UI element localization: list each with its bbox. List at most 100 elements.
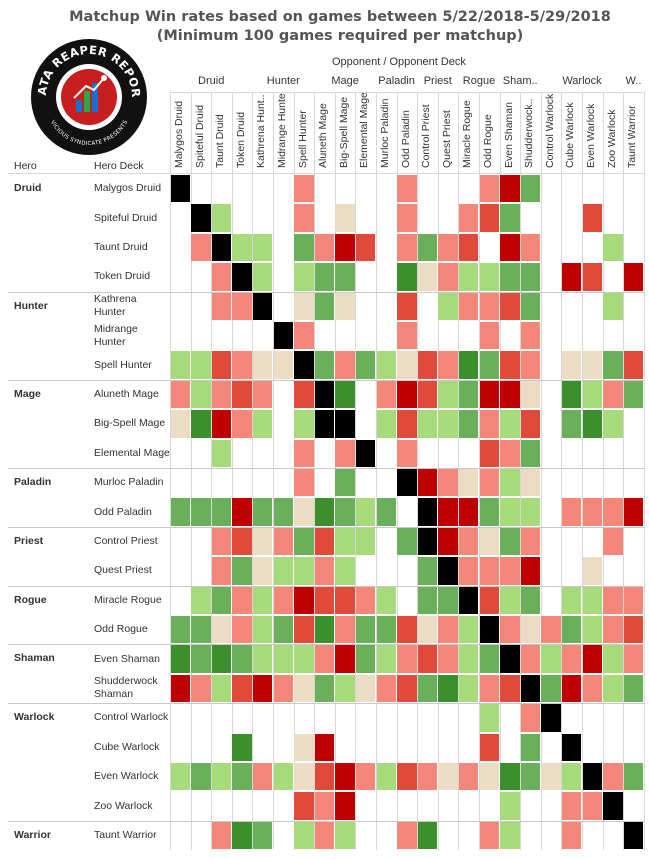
heatmap-cell (417, 586, 438, 614)
heatmap-cell (314, 821, 335, 850)
opponent-deck-header: Elemental Mage (358, 93, 371, 168)
heatmap-cell (294, 557, 314, 585)
opponent-deck-header: Even Shaman (502, 102, 515, 168)
heatmap-cell (335, 469, 355, 497)
heatmap-cell (232, 586, 252, 614)
heatmap-cell (458, 204, 479, 232)
heatmap-cell (314, 645, 335, 673)
heatmap-cell (417, 469, 438, 497)
heatmap-cell (582, 645, 603, 673)
column-gridline (355, 92, 357, 851)
heatmap-cell (252, 674, 273, 703)
hero-deck-label: Control Priest (94, 534, 158, 547)
heatmap-cell (520, 175, 541, 203)
hero-class-label: Hunter (14, 299, 48, 312)
heatmap-cell (294, 292, 314, 320)
heatmap-cell (520, 586, 541, 614)
heatmap-cell (623, 674, 644, 703)
heatmap-cell (623, 380, 644, 409)
heatmap-cell (294, 586, 314, 614)
heatmap-cell (438, 674, 458, 703)
opponent-deck-header: Odd Rogue (482, 114, 494, 168)
hero-group-separator (8, 585, 644, 587)
hero-deck-label: Quest Priest (94, 564, 152, 577)
heatmap-cell (376, 410, 397, 438)
heatmap-cell (232, 645, 252, 673)
heatmap-cell (500, 263, 520, 291)
heatmap-cell (500, 586, 520, 614)
opponent-axis-title: Opponent / Opponent Deck (332, 56, 466, 68)
heatmap-cell (479, 763, 500, 791)
heatmap-cell (314, 733, 335, 761)
hero-deck-column-label: Hero Deck (94, 160, 144, 172)
hero-class-label: Druid (14, 182, 42, 194)
heatmap-cell (355, 616, 376, 644)
heatmap-cell (211, 616, 232, 644)
opponent-class-header: Warlock (562, 75, 602, 87)
heatmap-cell (417, 351, 438, 379)
heatmap-cell (603, 586, 623, 614)
heatmap-cell (603, 763, 623, 791)
heatmap-cell (417, 410, 438, 438)
heatmap-cell (438, 469, 458, 497)
heatmap-cell (211, 557, 232, 585)
heatmap-cell (438, 233, 458, 262)
opponent-deck-header: Control Warlock (543, 93, 556, 168)
hero-group-separator (8, 379, 644, 381)
heatmap-cell (314, 263, 335, 291)
heatmap-cell (232, 351, 252, 379)
heatmap-cell (314, 498, 335, 526)
hero-class-label: Warrior (14, 828, 51, 841)
heatmap-cell (500, 498, 520, 526)
heatmap-cell (211, 763, 232, 791)
heatmap-cell (479, 204, 500, 232)
heatmap-cell (500, 616, 520, 644)
heatmap-cell (211, 439, 232, 467)
heatmap-cell (458, 410, 479, 438)
heatmap-cell (479, 351, 500, 379)
heatmap-cell (335, 439, 355, 467)
heatmap-cell (397, 469, 417, 497)
heatmap-cell (397, 410, 417, 438)
heatmap-cell (458, 763, 479, 791)
heatmap-cell (232, 527, 252, 556)
heatmap-cell (397, 322, 417, 350)
hero-deck-label: Elemental Mage (94, 446, 170, 459)
hero-group-separator (8, 291, 644, 293)
heatmap-cell (458, 263, 479, 291)
heatmap-cell (561, 616, 582, 644)
heatmap-cell (417, 616, 438, 644)
column-gridline (602, 92, 604, 851)
hero-class-label: Mage (14, 387, 41, 400)
heatmap-cell (417, 527, 438, 556)
heatmap-cell (252, 263, 273, 291)
column-gridline (190, 92, 192, 851)
hero-group-separator (8, 526, 644, 528)
heatmap-cell (294, 821, 314, 850)
heatmap-cell (376, 380, 397, 409)
heatmap-cell (314, 292, 335, 320)
hero-deck-label: Midrange Hunter (94, 322, 138, 348)
column-gridline (561, 92, 563, 851)
hero-column-label: Hero (14, 160, 37, 172)
hero-deck-label: Kathrena Hunter (94, 293, 137, 319)
heatmap-cell (191, 586, 211, 614)
heatmap-cell (603, 498, 623, 526)
heatmap-cell (582, 792, 603, 820)
heatmap-cell (397, 175, 417, 203)
heatmap-cell (335, 351, 355, 379)
heatmap-cell (273, 763, 294, 791)
heatmap-cell (623, 645, 644, 673)
hero-deck-label: Malygos Druid (94, 182, 162, 195)
hero-deck-label: Odd Paladin (94, 505, 152, 518)
heatmap-cell (582, 351, 603, 379)
data-reaper-logo: DATA REAPER REPORT VICIOUS SYNDICATE PRE… (23, 25, 150, 158)
column-gridline (623, 92, 625, 851)
hero-deck-label: Taunt Warrior (94, 828, 157, 841)
heatmap-cell (458, 616, 479, 644)
hero-class-label: Rogue (14, 593, 47, 606)
heatmap-cell (458, 469, 479, 497)
heatmap-cell (541, 674, 561, 703)
heatmap-cell (417, 645, 438, 673)
heatmap-cell (623, 821, 644, 850)
